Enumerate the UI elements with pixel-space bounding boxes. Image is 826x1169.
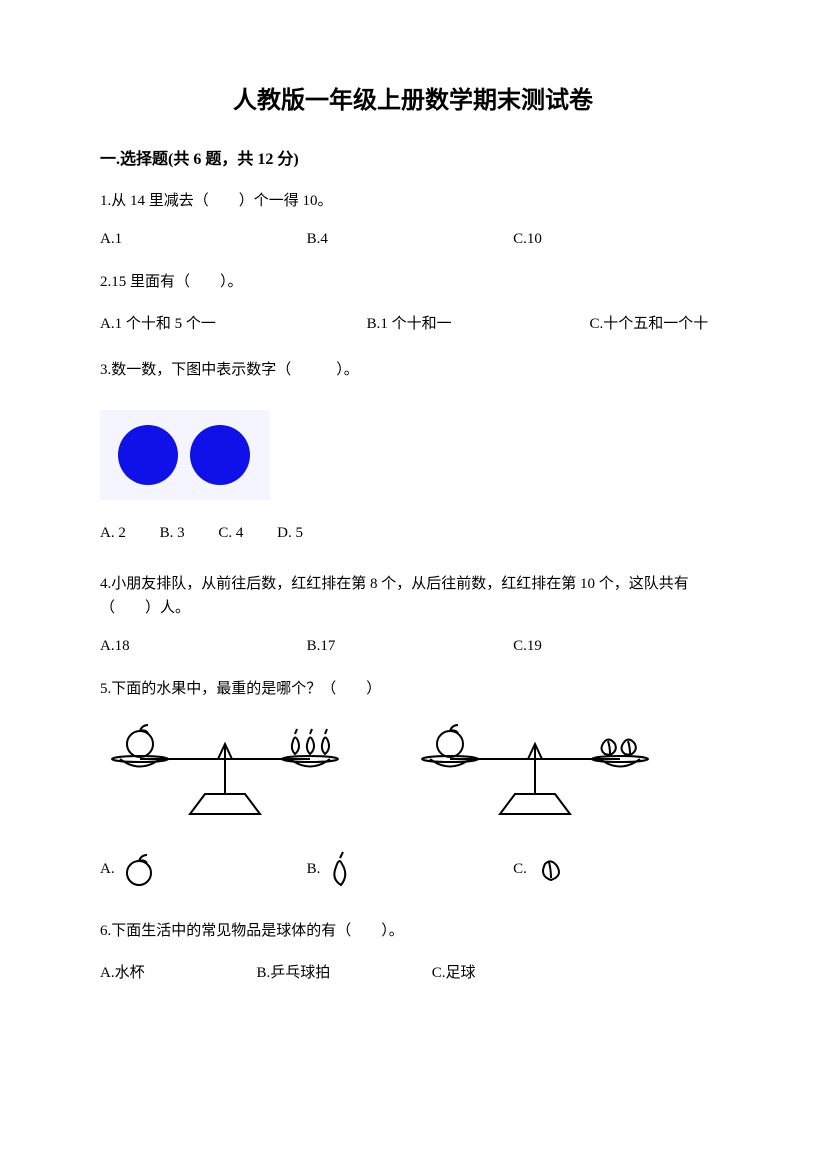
q3-opt-a: A. 2 <box>100 525 126 541</box>
q5-opt-a-label: A. <box>100 861 115 878</box>
q2-opt-c: C.十个五和一个十 <box>590 316 709 332</box>
peach-icon <box>533 854 569 884</box>
question-4: 4.小朋友排队，从前往后数，红红排在第 8 个，从后往前数，红红排在第 10 个… <box>100 572 726 620</box>
question-3: 3.数一数，下图中表示数字（ ）。 <box>100 358 726 382</box>
q4-opt-a: A.18 <box>100 638 307 655</box>
q3-options: A. 2 B. 3 C. 4 D. 5 <box>100 525 726 542</box>
q5-opt-c-label: C. <box>513 861 527 878</box>
q6-opt-c: C.足球 <box>432 961 607 982</box>
q3-opt-b: B. 3 <box>160 525 185 541</box>
question-1: 1.从 14 里减去（ ）个一得 10。 <box>100 189 726 213</box>
q2-opt-b: B.1 个十和一 <box>367 312 586 336</box>
q1-opt-b: B.4 <box>307 231 514 248</box>
q4-opt-c: C.19 <box>513 638 720 655</box>
q6-options: A.水杯 B.乒乓球拍 C.足球 <box>100 961 726 982</box>
q5-opt-b-label: B. <box>307 861 321 878</box>
question-5: 5.下面的水果中，最重的是哪个？（ ） <box>100 677 726 701</box>
q3-circles-figure <box>100 410 270 500</box>
q2-options: A.1 个十和 5 个一 B.1 个十和一 C.十个五和一个十 <box>100 312 726 336</box>
q5-opt-b: B. <box>307 849 514 889</box>
question-6: 6.下面生活中的常见物品是球体的有（ ）。 <box>100 919 726 943</box>
q1-opt-a: A.1 <box>100 231 307 248</box>
pear-icon <box>326 849 356 889</box>
apple-icon <box>121 851 157 887</box>
q4-options: A.18 B.17 C.19 <box>100 638 726 655</box>
question-2: 2.15 里面有（ ）。 <box>100 270 726 294</box>
balance-scale-apple-pears-icon <box>100 719 350 819</box>
q2-opt-a: A.1 个十和 5 个一 <box>100 312 363 336</box>
q5-opt-c: C. <box>513 854 720 884</box>
q1-options: A.1 B.4 C.10 <box>100 231 726 248</box>
q4-opt-b: B.17 <box>307 638 514 655</box>
q5-options: A. B. C. <box>100 849 726 889</box>
section-header: 一.选择题(共 6 题，共 12 分) <box>100 145 726 169</box>
q5-opt-a: A. <box>100 851 307 887</box>
q5-scales-figure <box>100 719 726 819</box>
q3-opt-d: D. 5 <box>277 525 303 541</box>
balance-scale-apple-peaches-icon <box>410 719 660 819</box>
q3-opt-c: C. 4 <box>218 525 243 541</box>
page-title: 人教版一年级上册数学期末测试卷 <box>100 80 726 115</box>
q1-opt-c: C.10 <box>513 231 720 248</box>
q6-opt-a: A.水杯 <box>100 961 257 982</box>
two-circles-icon <box>110 422 260 488</box>
q6-opt-b: B.乒乓球拍 <box>257 961 432 982</box>
